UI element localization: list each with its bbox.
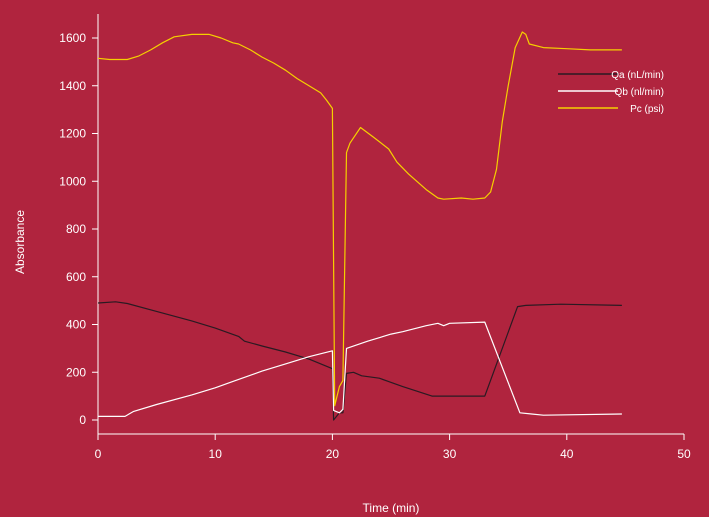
x-axis-label: Time (min) (363, 501, 420, 515)
x-tick-label: 50 (677, 447, 691, 461)
y-tick-label: 1600 (59, 31, 86, 45)
y-axis-label: Absorbance (13, 210, 27, 274)
series-line-0 (97, 301, 622, 421)
y-tick-label: 800 (66, 222, 86, 236)
ticks: 0 10 20 30 40 50 0 200 400 600 800 1000 1200 1400 1600 (59, 31, 691, 461)
x-tick-label: 20 (326, 447, 340, 461)
series-line-1 (98, 321, 622, 417)
legend-label: Pc (psi) (630, 104, 664, 115)
legend-label: Qb (nl/min) (615, 87, 664, 98)
y-tick-label: 200 (66, 365, 86, 379)
x-tick-label: 40 (560, 447, 574, 461)
y-tick-label: 1200 (59, 127, 86, 141)
x-tick-label: 30 (443, 447, 457, 461)
x-tick-label: 0 (95, 447, 102, 461)
series-line-2 (97, 31, 622, 407)
x-tick-label: 10 (209, 447, 223, 461)
axes (97, 14, 684, 435)
legend: Qa (nL/min) Qb (nl/min) Pc (psi) (558, 70, 664, 115)
y-tick-label: 400 (66, 318, 86, 332)
y-tick-label: 1400 (59, 79, 86, 93)
series-lines (97, 31, 622, 421)
y-tick-label: 600 (66, 270, 86, 284)
y-tick-label: 1000 (59, 174, 86, 188)
legend-label: Qa (nL/min) (611, 70, 664, 81)
y-tick-label: 0 (79, 413, 86, 427)
